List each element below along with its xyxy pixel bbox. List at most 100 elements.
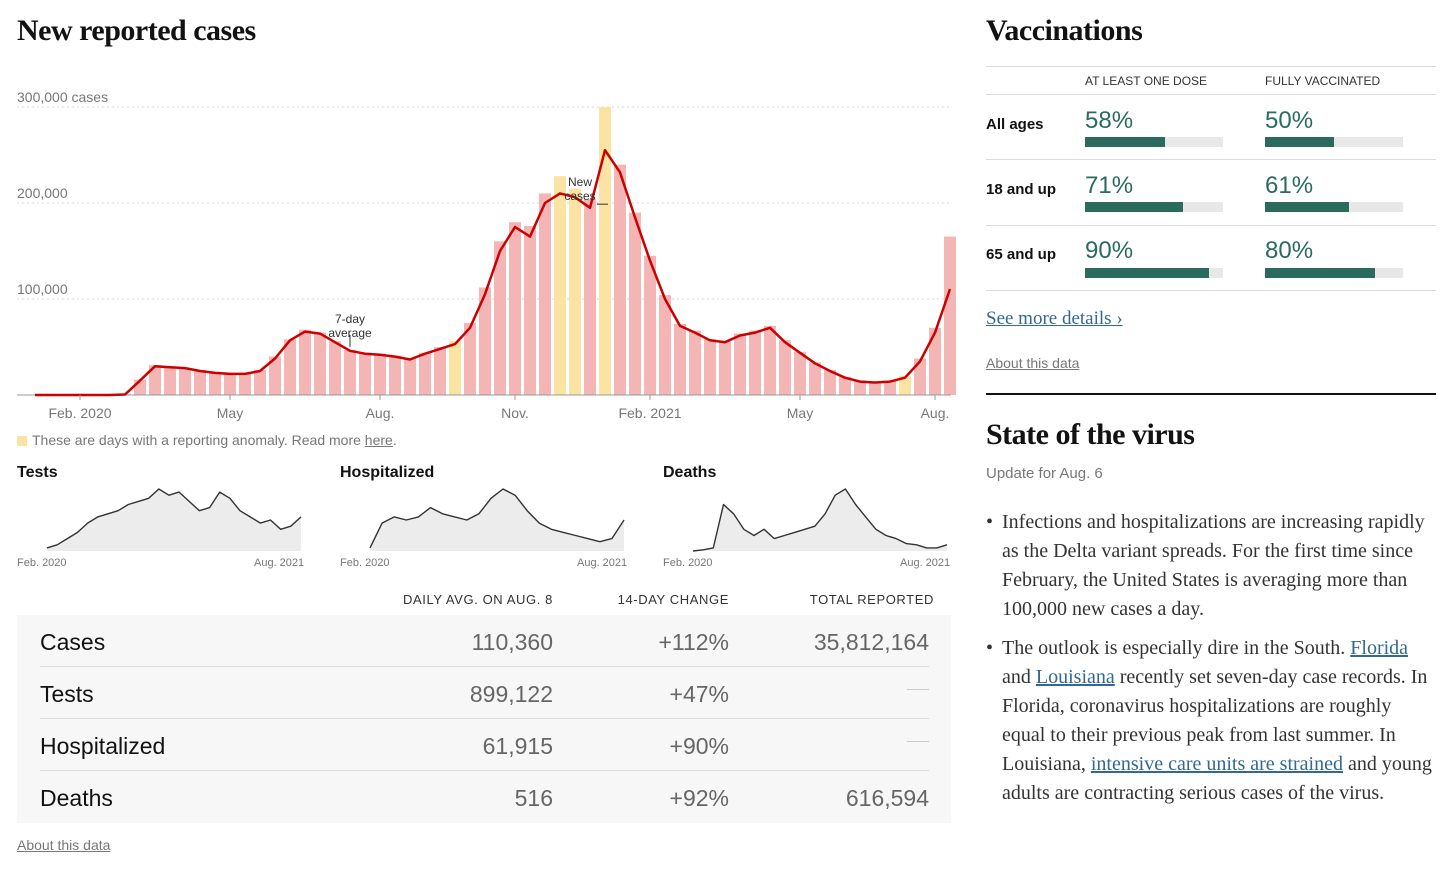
row-total-unavailable-dash	[907, 741, 929, 742]
see-more-details-link[interactable]: See more details ›	[986, 308, 1123, 329]
case-bar	[659, 295, 671, 395]
state-of-virus-title: State of the virus	[986, 418, 1195, 451]
icu-strained-link[interactable]: intensive care units are strained	[1090, 753, 1343, 775]
case-bar	[929, 327, 941, 395]
sparkline-line	[369, 488, 625, 549]
row-14-day-change: +90%	[669, 733, 729, 759]
sparkline-deaths	[692, 488, 948, 552]
table-row: Hospitalized 61,915 +90%	[40, 719, 929, 771]
bullet-text: and	[1002, 666, 1036, 688]
about-data-link[interactable]: About this data	[986, 355, 1080, 371]
one-dose-percent: 90%	[1085, 237, 1134, 264]
case-bar	[614, 164, 626, 395]
sparkline-start-label: Feb. 2020	[663, 557, 713, 569]
vaccine-row-label: All ages	[986, 116, 1044, 133]
case-bar	[914, 358, 926, 395]
one-dose-bar-fill	[1085, 137, 1166, 147]
row-daily-avg: 516	[514, 785, 553, 811]
fully-vaccinated-bar	[1265, 137, 1403, 147]
case-bar	[464, 323, 476, 395]
case-bar	[599, 107, 611, 395]
one-dose-bar	[1085, 202, 1223, 212]
row-name: Deaths	[40, 785, 113, 811]
florida-link[interactable]: Florida	[1350, 637, 1409, 659]
sparkline-end-label: Aug. 2021	[254, 557, 305, 569]
bullet-text: Infections and hospitalizations are incr…	[1002, 511, 1425, 620]
sparkline-title-tests: Tests	[17, 464, 58, 481]
case-bar	[509, 222, 521, 395]
case-bar	[809, 362, 821, 395]
one-dose-percent: 58%	[1085, 107, 1134, 134]
case-bar	[314, 332, 326, 395]
divider	[986, 225, 1436, 226]
case-bar	[749, 330, 761, 395]
case-bar	[449, 341, 461, 395]
vaccine-row-label: 65 and up	[986, 246, 1057, 263]
fully-vaccinated-bar	[1265, 202, 1403, 212]
column-header-daily-avg: DAILY AVG. ON AUG. 8	[403, 592, 553, 607]
case-bar	[824, 370, 836, 395]
about-data-link[interactable]: About this data	[17, 837, 111, 853]
anomaly-note: These are days with a reporting anomaly.…	[17, 432, 397, 448]
case-bar	[839, 376, 851, 395]
louisiana-link[interactable]: Louisiana	[1035, 666, 1115, 688]
fully-vaccinated-bar-fill	[1265, 268, 1376, 278]
row-daily-avg: 61,915	[482, 733, 553, 759]
stats-table: Cases 110,360 +112% 35,812,164 Tests 899…	[17, 615, 951, 823]
x-tick-label: Nov.	[501, 405, 529, 421]
fully-vaccinated-percent: 50%	[1265, 107, 1314, 134]
y-tick-label: 100,000	[17, 281, 68, 297]
case-bar	[374, 353, 386, 395]
sparkline-start-label: Feb. 2020	[340, 557, 390, 569]
case-bar	[854, 380, 866, 395]
row-total-reported: 616,594	[845, 785, 929, 811]
sparkline-tests	[46, 488, 302, 551]
one-dose-bar-fill	[1085, 268, 1210, 278]
anomaly-note-end: .	[392, 432, 397, 448]
x-tick-label: Aug.	[921, 405, 950, 421]
column-header-one-dose: AT LEAST ONE DOSE	[1085, 74, 1208, 88]
table-row: Tests 899,122 +47%	[40, 667, 929, 719]
sparkline-area	[370, 489, 624, 551]
table-row: Deaths 516 +92% 616,594	[40, 771, 929, 822]
sparkline-area	[47, 489, 301, 551]
case-bar	[434, 347, 446, 395]
page-title: New reported cases	[17, 14, 256, 47]
fully-vaccinated-bar-fill	[1265, 137, 1334, 147]
row-total-reported: 35,812,164	[813, 629, 929, 655]
row-daily-avg: 110,360	[471, 629, 553, 655]
x-tick-label: May	[787, 405, 813, 421]
case-bar	[539, 193, 551, 395]
sparkline-hospitalized	[369, 488, 625, 551]
case-bar	[479, 287, 491, 395]
anomaly-read-more-link[interactable]: here	[364, 432, 393, 448]
x-tick-label: May	[217, 405, 243, 421]
bullet-icon: •	[986, 511, 994, 533]
fully-vaccinated-percent: 61%	[1265, 172, 1314, 199]
bullet-icon: •	[986, 637, 994, 659]
case-bar	[569, 188, 581, 395]
one-dose-percent: 71%	[1085, 172, 1134, 199]
divider	[986, 159, 1436, 160]
case-bar	[329, 341, 341, 395]
vaccine-row-label: 18 and up	[986, 181, 1057, 198]
row-name: Cases	[40, 629, 106, 655]
y-tick-label: 300,000 cases	[17, 89, 108, 105]
case-bar	[554, 176, 566, 395]
anomaly-note-text: These are days with a reporting anomaly.…	[32, 432, 365, 448]
x-tick-label: Feb. 2020	[48, 405, 111, 421]
sidebar-panel: Vaccinations AT LEAST ONE DOSE FULLY VAC…	[986, 0, 1436, 872]
case-bar	[494, 241, 506, 395]
case-bar	[209, 371, 221, 395]
case-bar	[284, 339, 296, 395]
annotation-label: 7-day	[335, 312, 365, 326]
case-bar	[149, 365, 161, 395]
divider	[986, 290, 1436, 291]
sparkline-title-deaths: Deaths	[663, 464, 717, 481]
row-name: Hospitalized	[40, 733, 166, 759]
case-bar	[674, 323, 686, 395]
case-bar	[269, 356, 281, 395]
case-bar	[164, 366, 176, 395]
vaccinations-title: Vaccinations	[986, 14, 1143, 47]
fully-vaccinated-percent: 80%	[1265, 237, 1314, 264]
